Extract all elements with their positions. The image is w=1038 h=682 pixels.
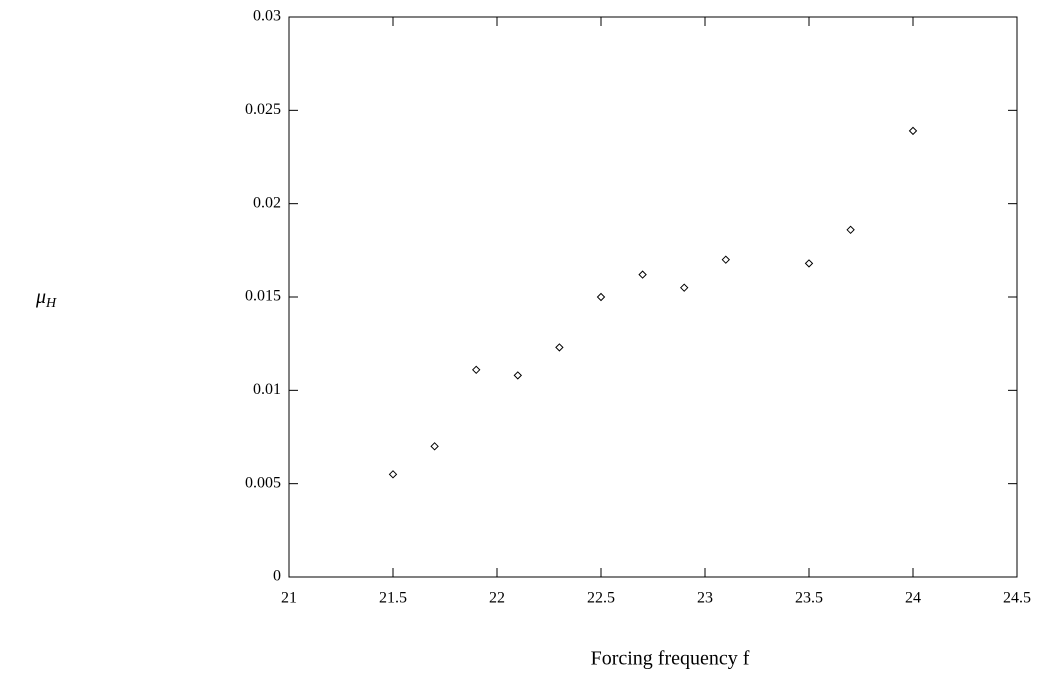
x-tick-label: 22.5 (587, 590, 615, 607)
y-tick-label: 0.03 (253, 8, 281, 25)
point (679, 283, 689, 292)
point (908, 126, 918, 136)
y-tick-label: 0.02 (253, 194, 281, 211)
x-tick-label: 21.5 (379, 590, 407, 607)
y-axis-subscript: H (45, 296, 57, 311)
y-tick-label: 0.005 (245, 474, 281, 491)
point (804, 259, 814, 268)
plot-frame (288, 16, 1018, 578)
y-tick-label: 0.025 (245, 101, 281, 118)
x-tick-label: 24 (905, 590, 921, 607)
x-tick-label: 22 (489, 590, 505, 607)
point (555, 343, 564, 352)
y-tick-label: 0.01 (253, 381, 281, 398)
x-tick-label: 23 (697, 590, 713, 607)
y-axis-label: μH (35, 286, 57, 312)
point (638, 270, 647, 279)
x-tick-label: 24.5 (1003, 590, 1031, 607)
x-axis-label: Forcing frequency f (591, 648, 750, 670)
point (471, 365, 481, 375)
x-tick-label: 21 (281, 590, 297, 607)
point (596, 292, 606, 302)
y-axis-symbol: μ (35, 286, 46, 308)
point (721, 255, 731, 264)
point (430, 442, 439, 451)
point (388, 470, 398, 479)
y-tick-label: 0 (273, 568, 281, 585)
point (513, 371, 523, 380)
point (846, 225, 855, 235)
x-tick-label: 23.5 (795, 590, 823, 607)
y-tick-label: 0.015 (245, 288, 281, 305)
